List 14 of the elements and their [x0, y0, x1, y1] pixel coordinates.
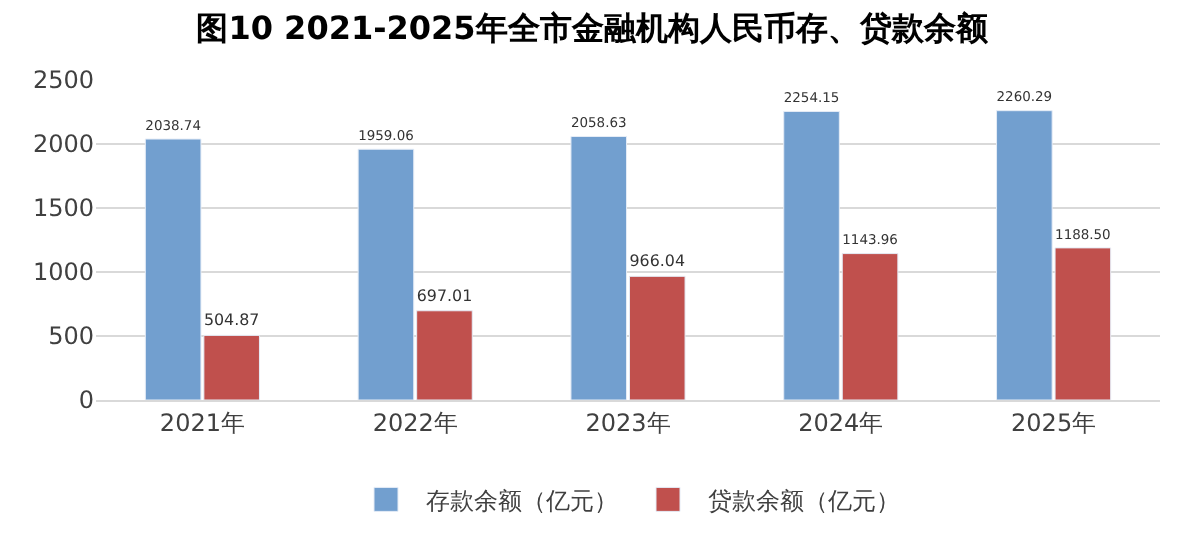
chart-title: 图10 2021-2025年全市金融机构人民币存、贷款余额	[196, 8, 990, 47]
x-tick-label: 2022年	[372, 408, 458, 437]
x-tick-label: 2024年	[798, 408, 884, 437]
y-tick-label: 1000	[32, 258, 94, 287]
y-tick-label: 1500	[32, 194, 94, 223]
x-tick-label: 2023年	[585, 408, 671, 437]
y-tick-label: 0	[78, 386, 94, 415]
legend-label: 存款余额（亿元）	[426, 486, 618, 515]
x-tick-label: 2021年	[159, 408, 245, 437]
x-tick-label: 2025年	[1011, 408, 1097, 437]
y-tick-label: 2500	[32, 66, 94, 95]
legend-label: 贷款余额（亿元）	[708, 486, 900, 515]
y-tick-label: 2000	[32, 130, 94, 159]
y-tick-label: 500	[48, 322, 94, 351]
